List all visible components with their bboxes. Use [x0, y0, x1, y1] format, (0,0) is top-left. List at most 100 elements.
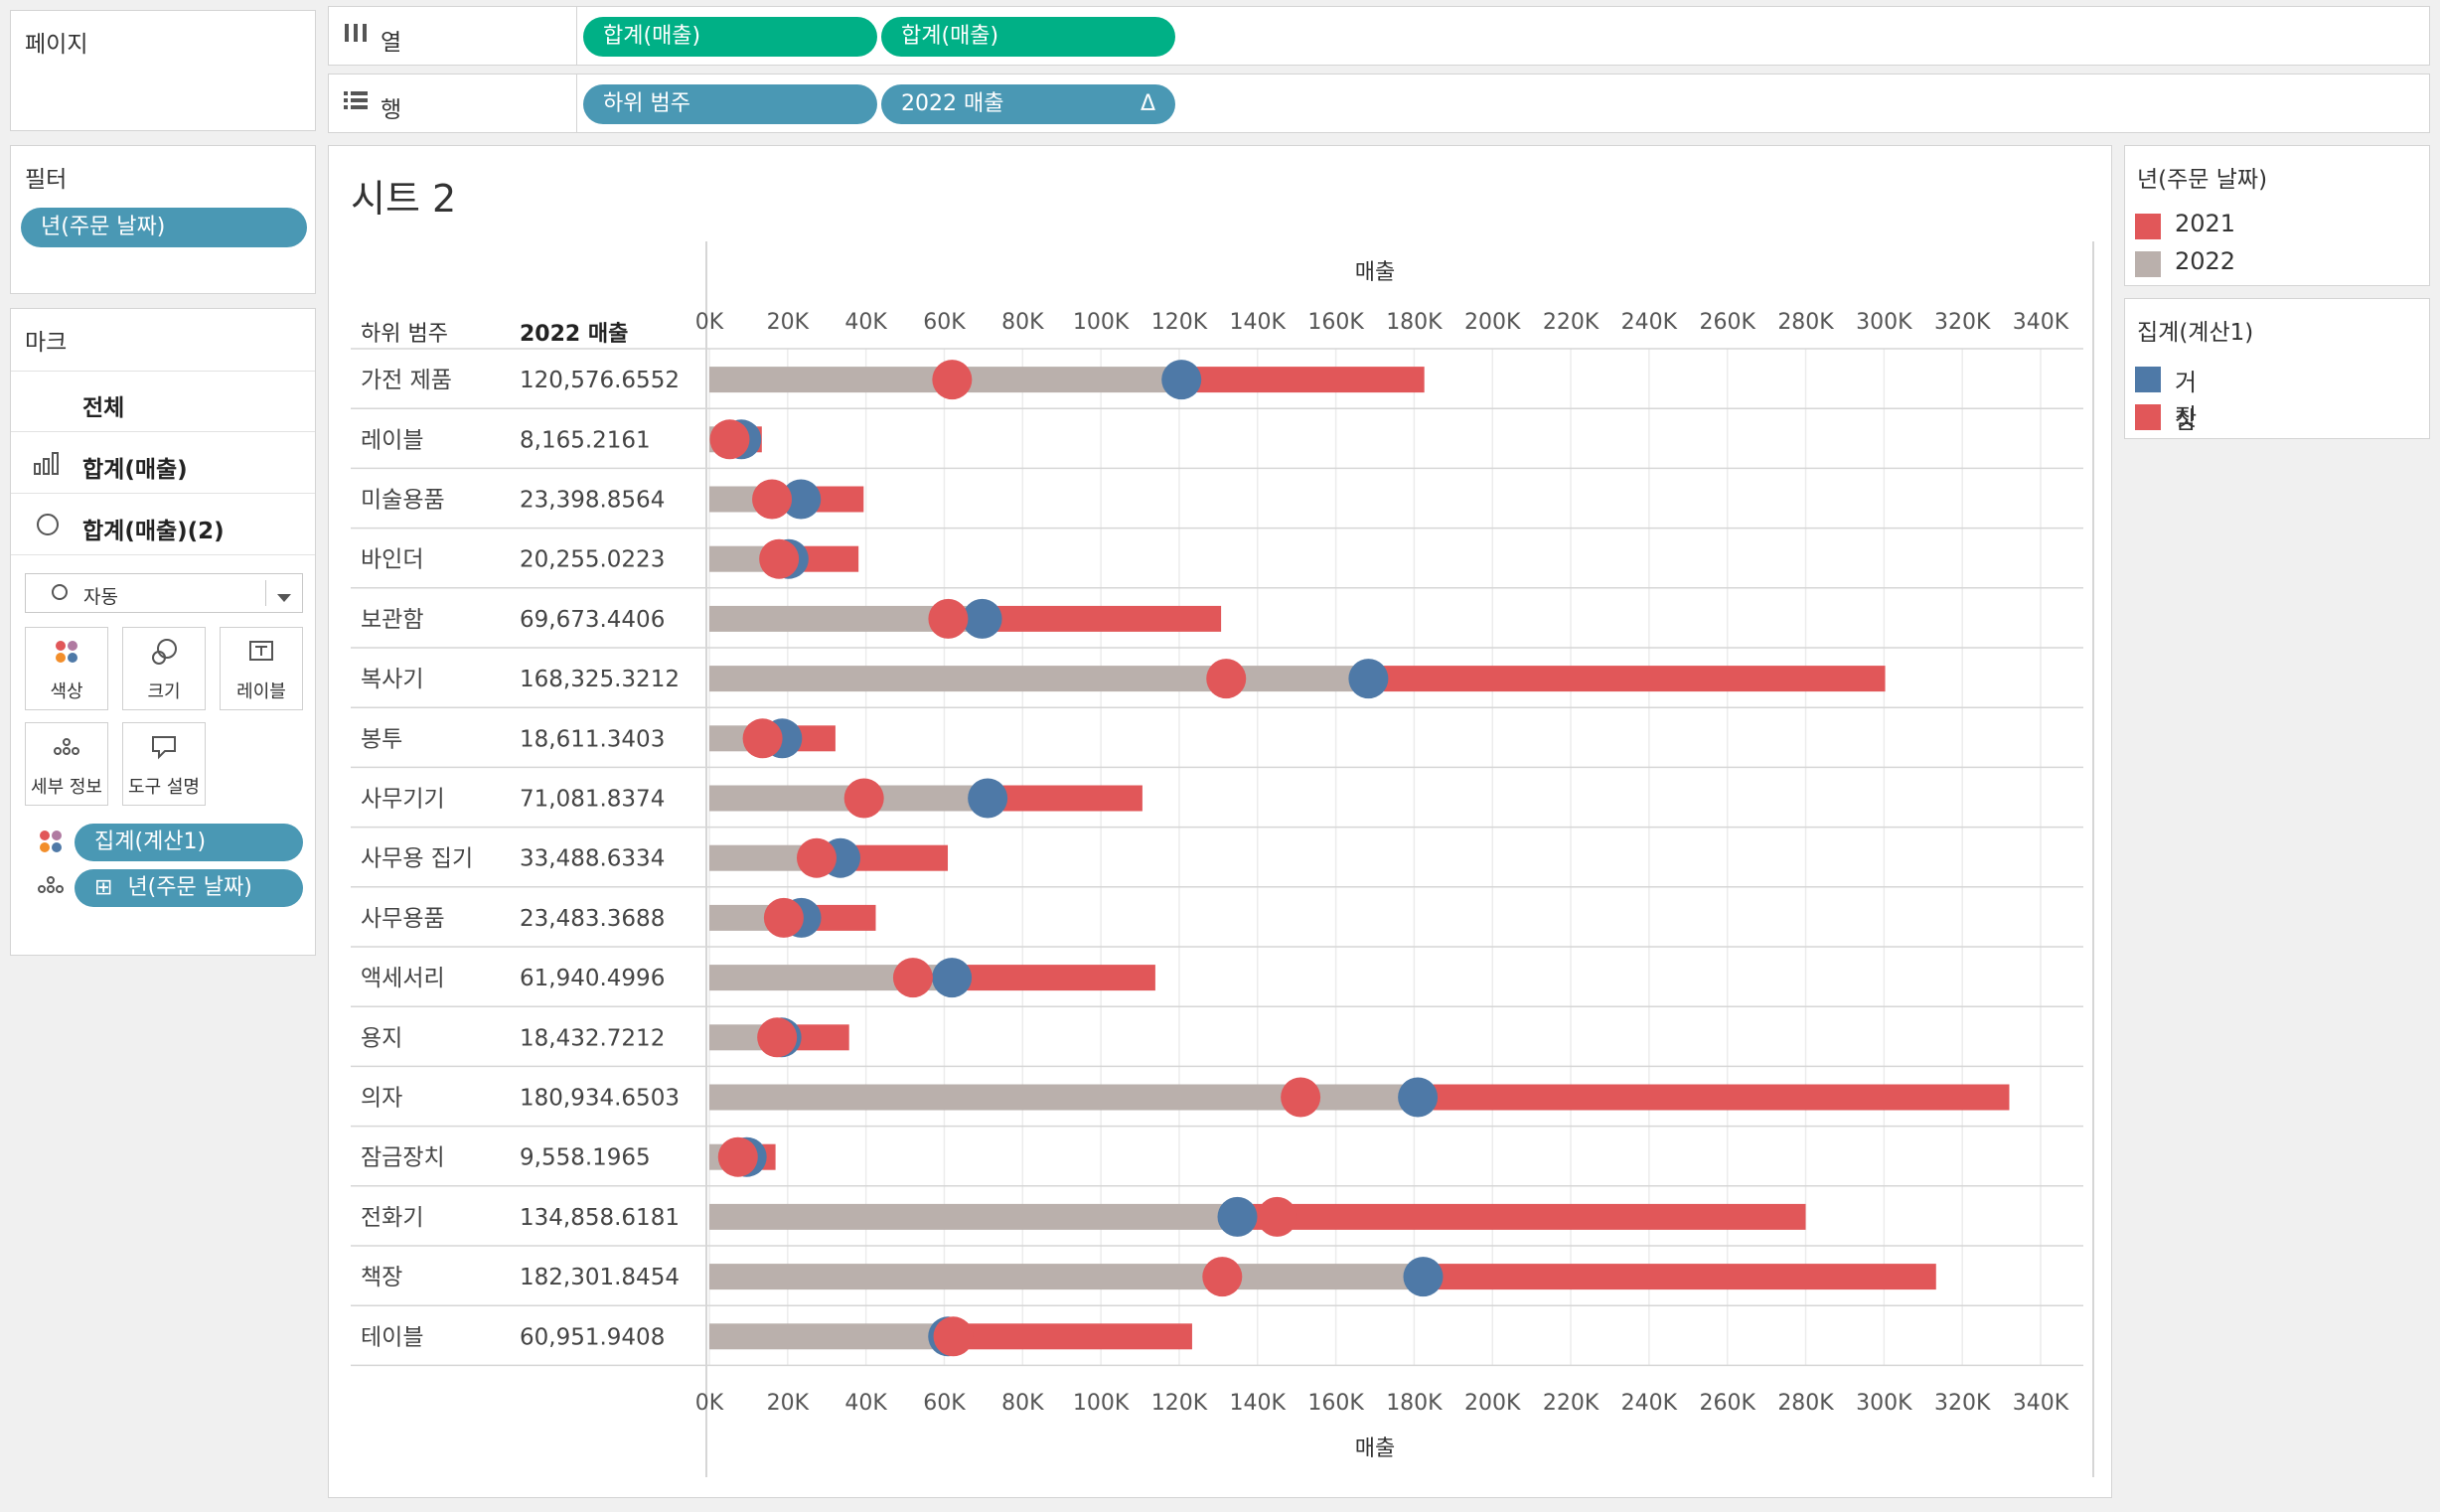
top-tick-label: 220K — [1543, 310, 1600, 335]
marks-card-all-label: 전체 — [82, 395, 125, 421]
legend-calc1[interactable]: 집계(계산1) 거짓 참 — [2124, 298, 2430, 439]
dot-2022 — [781, 479, 822, 520]
value-label: 134,858.6181 — [520, 1205, 680, 1231]
rows-icon — [343, 88, 369, 118]
bottom-tick-label: 240K — [1621, 1391, 1678, 1416]
rows-shelf[interactable]: 행 하위 범주 2022 매출 Δ — [328, 74, 2430, 133]
detail-button[interactable]: 세부 정보 — [25, 722, 108, 806]
dot-2021 — [752, 479, 793, 520]
legend-swatch-2021 — [2135, 214, 2161, 239]
row-pill-2022-sales[interactable]: 2022 매출 Δ — [881, 84, 1175, 124]
column-pill-2[interactable]: 합계(매출) — [881, 17, 1175, 57]
marks-card-all[interactable]: 전체 — [11, 371, 315, 432]
dot-2021 — [892, 958, 933, 998]
bottom-tick-label: 20K — [767, 1391, 810, 1416]
top-tick-label: 260K — [1699, 310, 1755, 335]
marks-card-sum-sales-2[interactable]: 합계(매출)(2) — [11, 494, 315, 555]
dumbbell-chart[interactable]: 하위 범주 2022 매출매출매출0K0K20K20K40K40K60K60K80… — [329, 146, 2107, 1477]
marks-field-order-year-label: 년(주문 날짜) — [127, 875, 252, 900]
dot-2021 — [709, 419, 750, 460]
bar-2021 — [948, 1323, 1192, 1350]
bar-2021 — [988, 785, 1143, 812]
value-label: 61,940.4996 — [520, 966, 665, 991]
category-label: 사무용 집기 — [361, 846, 473, 872]
top-tick-label: 280K — [1777, 310, 1834, 335]
dot-2022 — [1217, 1196, 1258, 1237]
filters-panel-title: 필터 — [25, 167, 68, 193]
top-tick-label: 180K — [1386, 310, 1443, 335]
chevron-down-icon[interactable] — [276, 588, 292, 607]
marks-card-sum-sales[interactable]: 합계(매출) — [11, 432, 315, 494]
category-label: 액세서리 — [361, 966, 445, 991]
tooltip-button[interactable]: 도구 설명 — [122, 722, 206, 806]
bottom-tick-label: 160K — [1307, 1391, 1364, 1416]
detail-field-icon — [35, 871, 67, 903]
dot-2021 — [759, 538, 800, 579]
legend-label-2022: 2022 — [2175, 247, 2236, 275]
mark-type-circle-icon — [50, 582, 70, 606]
bar-2022 — [709, 1203, 1238, 1230]
size-button[interactable]: 크기 — [122, 627, 206, 710]
bottom-tick-label: 180K — [1386, 1391, 1443, 1416]
value-label: 8,165.2161 — [520, 427, 651, 453]
dot-2021 — [717, 1136, 758, 1177]
column-pill-1[interactable]: 합계(매출) — [583, 17, 877, 57]
bar-2022 — [709, 666, 1369, 692]
top-tick-label: 0K — [695, 310, 724, 335]
label-button[interactable]: 레이블 — [220, 627, 303, 710]
bottom-tick-label: 100K — [1073, 1391, 1130, 1416]
marks-panel[interactable]: 마크 전체 합계(매출) 합계(매출)(2) 자동 색상 — [10, 308, 316, 956]
category-label: 테이블 — [361, 1324, 423, 1350]
row-pill-2022-sales-label: 2022 매출 — [901, 91, 1004, 116]
bar-2021 — [1423, 1264, 1936, 1290]
bar-2021 — [1418, 1084, 2010, 1111]
rows-shelf-text: 행 — [381, 97, 402, 123]
columns-shelf[interactable]: 열 합계(매출) 합계(매출) — [328, 6, 2430, 66]
bottom-tick-label: 40K — [844, 1391, 887, 1416]
sheet-view[interactable]: 시트 2 하위 범주 2022 매출 매출 매출 0K 0K 20K 20K 40K 40K 60K… — [328, 145, 2112, 1498]
circle-icon — [35, 512, 61, 541]
bar-2022 — [709, 1323, 949, 1350]
marks-panel-title: 마크 — [25, 330, 68, 356]
dot-2022 — [1398, 1077, 1439, 1118]
top-tick-label: 80K — [1001, 310, 1044, 335]
color-button-label: 색상 — [50, 681, 83, 702]
legend-order-year[interactable]: 년(주문 날짜) 2021 2022 — [2124, 145, 2430, 286]
legend-calc1-title: 집계(계산1) — [2137, 320, 2254, 346]
color-icon — [26, 638, 107, 673]
dot-2021 — [1206, 659, 1247, 699]
row-pill-subcategory[interactable]: 하위 범주 — [583, 84, 877, 124]
color-field-icon — [37, 828, 65, 859]
marks-field-order-year[interactable]: ⊞ 년(주문 날짜) — [75, 869, 303, 907]
pages-panel[interactable]: 페이지 — [10, 10, 316, 131]
value-label: 180,934.6503 — [520, 1086, 680, 1112]
mark-type-dropdown[interactable]: 자동 — [25, 573, 303, 613]
bar-2021 — [1181, 367, 1425, 393]
row-header-subcategory: 하위 범주 — [361, 322, 448, 347]
top-tick-label: 320K — [1934, 310, 1991, 335]
top-tick-label: 340K — [2013, 310, 2069, 335]
category-label: 용지 — [361, 1025, 402, 1051]
category-label: 전화기 — [361, 1205, 423, 1231]
legend-order-year-title: 년(주문 날짜) — [2137, 167, 2268, 193]
value-label: 69,673.4406 — [520, 607, 665, 633]
top-axis-title: 매출 — [1355, 260, 1395, 285]
legend-label-2021: 2021 — [2175, 210, 2236, 237]
detail-button-label: 세부 정보 — [31, 777, 102, 798]
filters-panel[interactable]: 필터 년(주문 날짜) — [10, 145, 316, 294]
color-button[interactable]: 색상 — [25, 627, 108, 710]
dot-2021 — [932, 360, 973, 400]
dot-2021 — [843, 778, 884, 819]
category-label: 미술용품 — [361, 488, 445, 514]
bottom-tick-label: 80K — [1001, 1391, 1044, 1416]
value-label: 33,488.6334 — [520, 846, 665, 872]
filter-pill-order-year[interactable]: 년(주문 날짜) — [21, 208, 307, 247]
marks-panel-header: 마크 — [11, 309, 315, 372]
category-label: 의자 — [361, 1086, 402, 1112]
marks-field-calc1[interactable]: 집계(계산1) — [75, 824, 303, 861]
top-tick-label: 140K — [1230, 310, 1287, 335]
bottom-tick-label: 0K — [695, 1391, 724, 1416]
expand-plus-icon[interactable]: ⊞ — [94, 875, 113, 900]
bar-chart-icon — [33, 450, 61, 480]
value-label: 23,398.8564 — [520, 488, 665, 514]
